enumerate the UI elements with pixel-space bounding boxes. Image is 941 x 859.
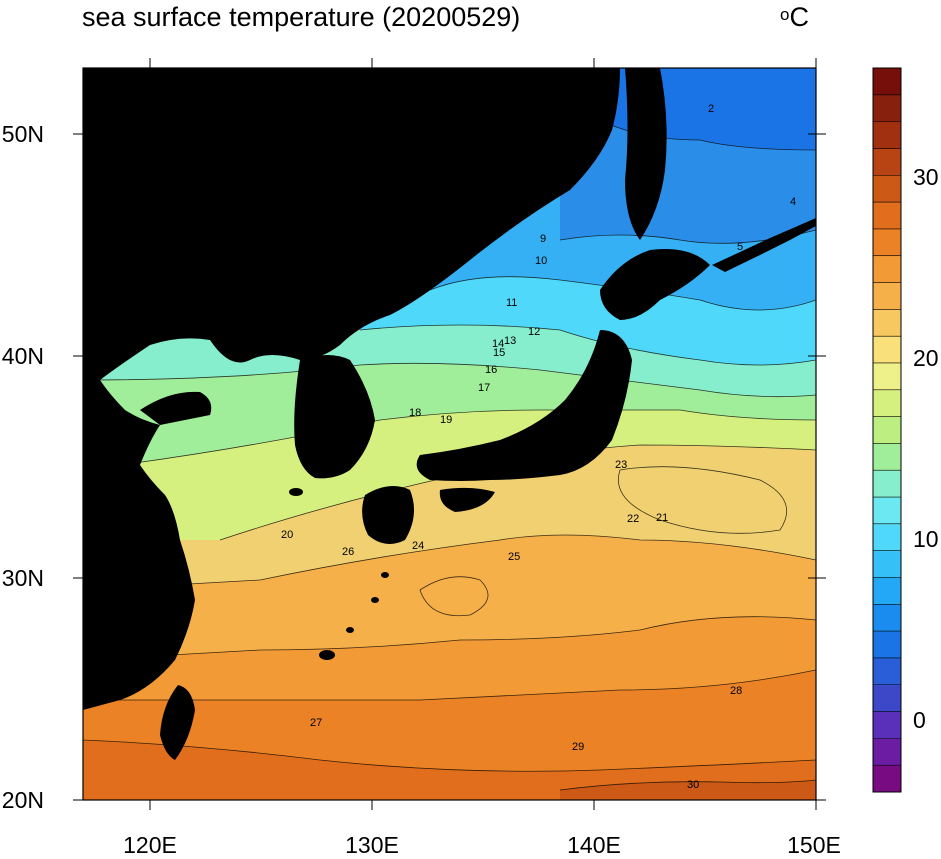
land-shikoku [439,487,495,512]
colorbar-segment [873,470,901,498]
contour-label: 26 [342,546,354,558]
land-ryukyu-3 [381,572,389,578]
colorbar-segment [873,68,901,96]
contour-label: 30 [687,779,699,791]
land-ryukyu-1 [346,627,354,633]
colorbar-segment [873,416,901,444]
contour-label: 21 [656,512,668,524]
axis-ticks [73,58,826,810]
colorbar [872,67,902,793]
colorbar-segment [873,550,901,578]
contour-label: 4 [790,196,796,208]
land-asia-mainland [83,68,620,710]
colorbar-segment [873,148,901,176]
colorbar-tick-label: 10 [913,526,939,552]
sst-band-4 [560,68,816,244]
colorbar-segment [873,711,901,739]
contour-label: 27 [310,717,322,729]
land-jeju [289,488,303,496]
land-hokkaido [600,249,710,320]
colorbar-segment [873,389,901,418]
lat-tick-label: 50N [1,121,44,147]
contour-label: 25 [508,551,520,563]
contour-label: 13 [504,335,516,347]
colorbar-tick-label: 0 [913,707,926,733]
contour-label: 19 [440,414,452,426]
colorbar-segment [873,443,901,471]
colorbar-segment [873,282,901,310]
map-tick-marks [83,68,816,579]
colorbar-segment [873,497,901,525]
sst-band-29 [560,780,816,800]
land-korea [294,355,375,479]
colorbar-segment [873,121,901,149]
contour-label: 23 [615,459,627,471]
lat-tick-label: 20N [1,787,44,813]
sst-band-21 [83,445,816,590]
sst-band-23 [83,535,816,660]
colorbar-segment [873,94,901,123]
colorbar-frame [872,67,902,793]
colorbar-tick-label: 30 [913,164,939,190]
contour-label: 15 [493,347,505,359]
contour-label: 9 [540,233,546,245]
contour-label: 16 [485,364,497,376]
contour-label: 20 [281,529,293,541]
colorbar-segment [873,738,901,766]
contour-label: 12 [528,326,540,338]
sst-band-12 [360,68,816,365]
contour-label: 28 [730,685,742,697]
colorbar-segment [873,175,901,203]
colorbar-tick-label: 20 [913,345,939,371]
land [83,68,816,760]
colorbar-segment [873,255,901,284]
map-frame [82,67,817,801]
sst-band-17 [83,363,816,470]
lat-tick-label: 30N [1,565,44,591]
contour-label: 29 [572,741,584,753]
colorbar-segment [873,657,901,686]
land-kuril-islands [712,218,816,272]
land-honshu [416,330,632,481]
colorbar-segment [873,631,901,659]
colorbar-segment [873,362,901,391]
land-kyushu [362,486,414,544]
colorbar-segment [873,765,901,793]
colorbar-segment [873,577,901,605]
colorbar-segment [873,336,901,364]
contour-label: 10 [535,255,547,267]
land-taiwan [160,685,195,760]
land-shandong [140,391,212,425]
contour-label: 22 [627,513,639,525]
contour-label: 18 [409,407,421,419]
colorbar-segment [873,523,901,552]
lon-tick-label: 120E [123,832,177,858]
contour-label: 11 [506,297,517,309]
colorbar-segment [873,228,901,257]
contour-label: 14 [492,338,504,350]
contour-lines [83,119,816,791]
lat-tick-label: 40N [1,343,44,369]
land-okinawa [319,650,335,660]
lon-tick-label: 140E [567,832,621,858]
contour-label: 24 [412,540,424,552]
colorbar-segment [873,309,901,337]
colorbar-segment [873,202,901,230]
land-ryukyu-2 [371,597,379,603]
contour-label: 5 [737,241,743,253]
colorbar-segment [873,604,901,632]
lon-tick-label: 150E [787,832,841,858]
lon-tick-label: 130E [345,832,399,858]
sst-band-25 [83,616,816,700]
colorbar-segment [873,684,901,713]
units-label: oC [780,2,809,32]
map-title: sea surface temperature (20200529) [82,2,521,32]
land-sakhalin [625,68,667,240]
contour-label: 17 [478,382,490,394]
contour-label: 2 [708,103,714,115]
contour-labels: 2 4 5 9 10 11 12 13 14 15 16 17 18 19 20… [281,103,796,791]
